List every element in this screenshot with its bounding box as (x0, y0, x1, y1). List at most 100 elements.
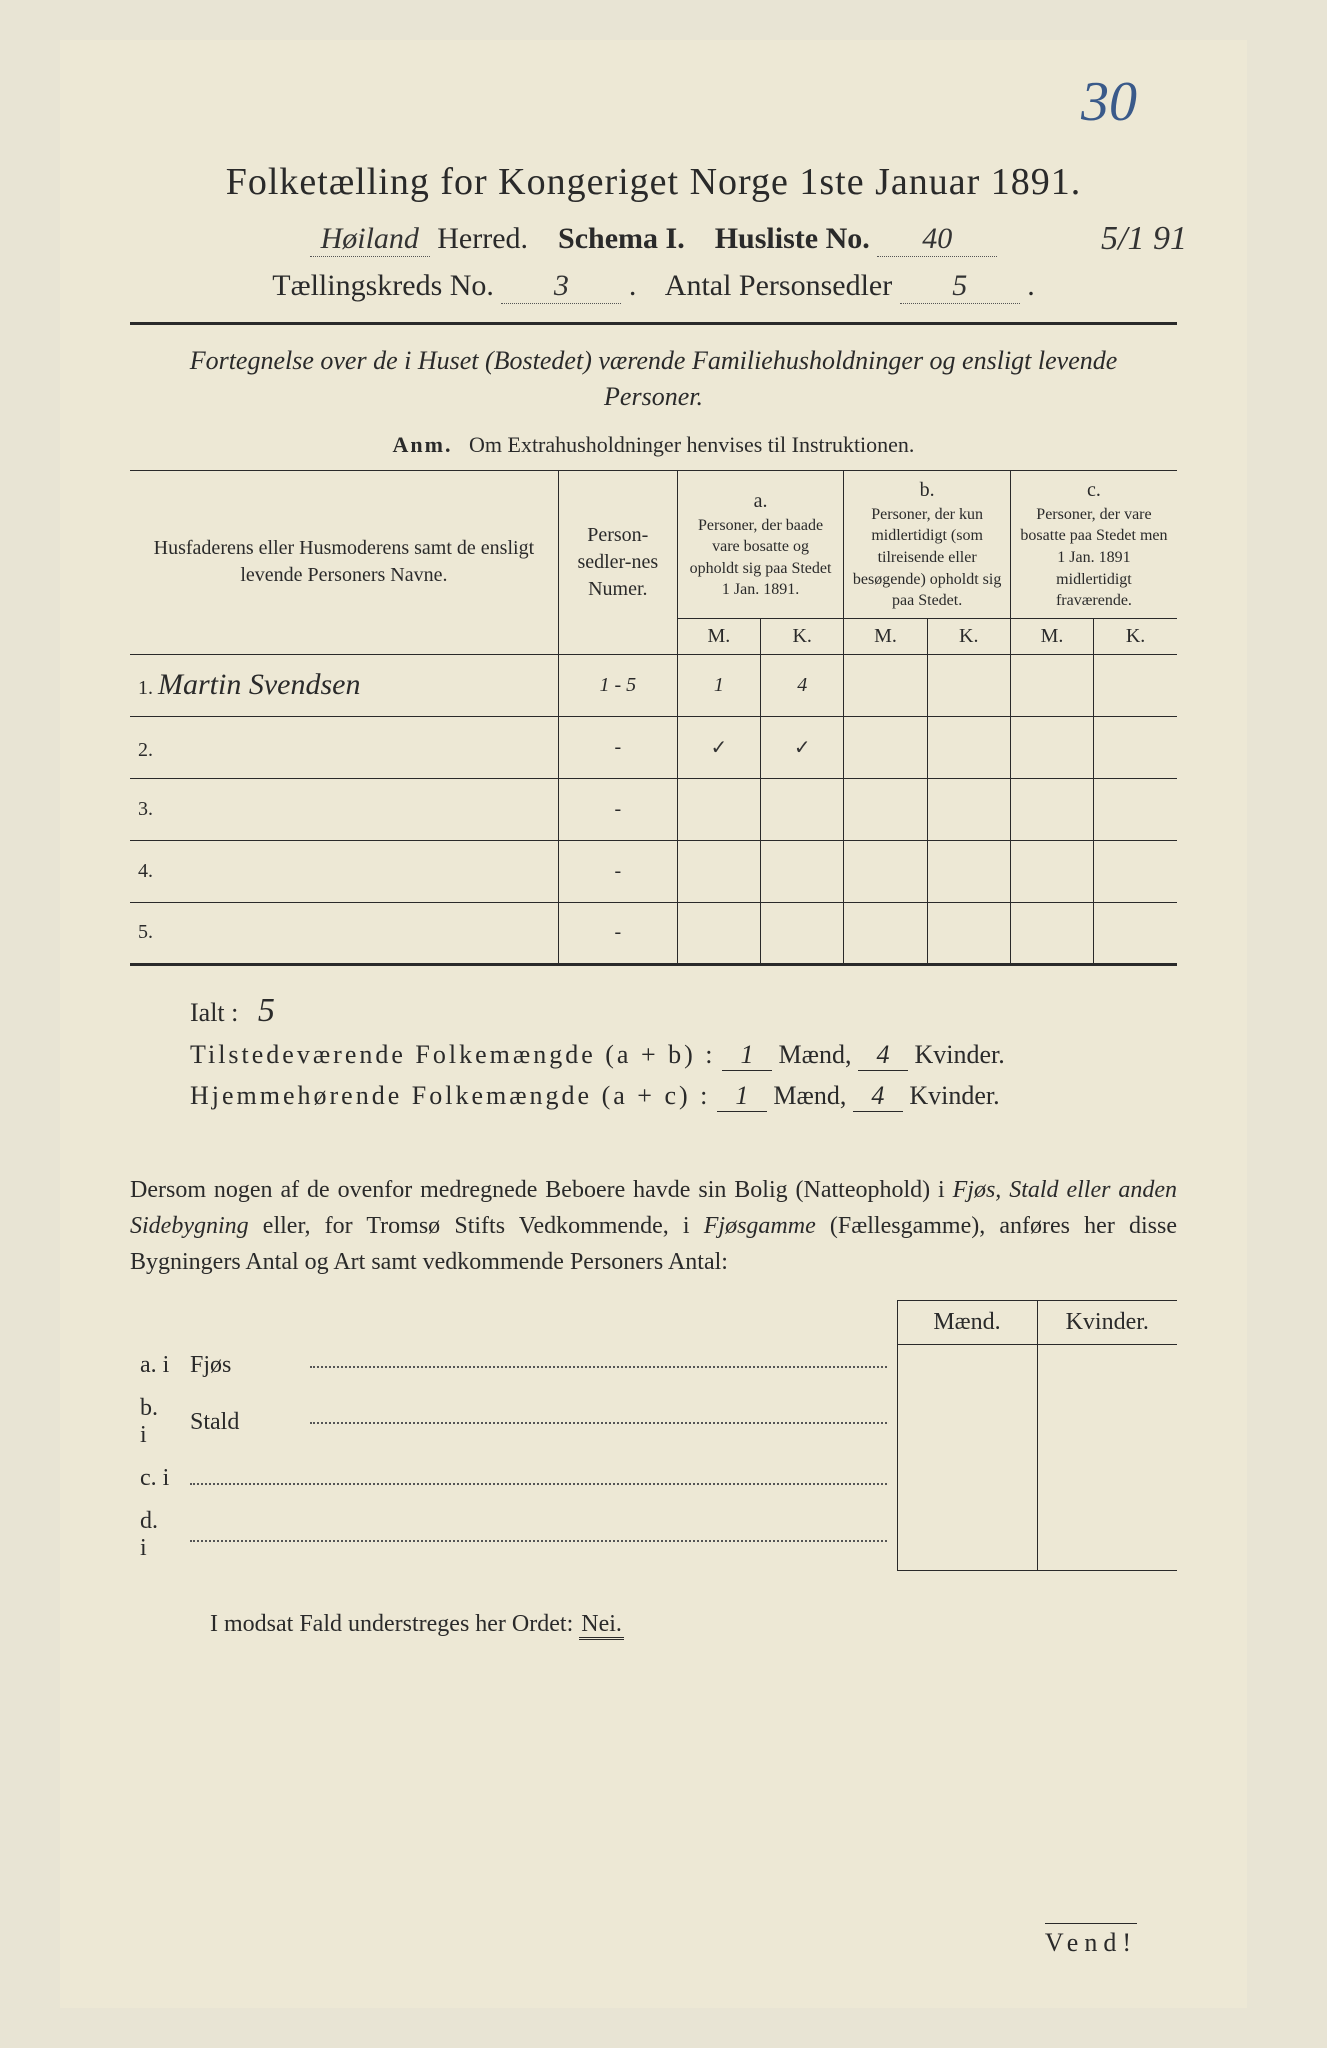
row-num: 3. (138, 798, 153, 820)
anm-line: Anm. Om Extrahusholdninger henvises til … (130, 432, 1177, 458)
bldg-lab: a. i (130, 1344, 180, 1387)
table-row: 5. - (130, 902, 1177, 964)
para-1: Dersom nogen af de ovenfor medregnede Be… (130, 1177, 953, 1203)
building-paragraph: Dersom nogen af de ovenfor medregnede Be… (130, 1172, 1177, 1280)
col-b-m: M. (844, 618, 927, 654)
col-b-text: Personer, der kun midlertidigt (som tilr… (852, 504, 1002, 612)
anm-bold: Anm. (393, 432, 453, 457)
maend-label: Mænd, (773, 1081, 846, 1110)
row-numer: - (558, 902, 677, 964)
row-c-k (1094, 778, 1177, 840)
row-a-k: 4 (761, 654, 844, 716)
row-c-m (1010, 902, 1093, 964)
row-b-m (844, 902, 927, 964)
row-a-m: 1 (677, 654, 760, 716)
bldg-m (897, 1387, 1037, 1457)
col-a-text: Personer, der baade vare bosatte og opho… (686, 515, 836, 601)
antal-label: Antal Personsedler (665, 269, 892, 302)
maend-label: Mænd, (779, 1040, 852, 1069)
row-name: Martin Svendsen (158, 668, 360, 701)
bldg-lab: d. i (130, 1500, 180, 1570)
para-4: Fjøsgamme (704, 1213, 816, 1239)
row-a-m (677, 778, 760, 840)
col-names: Husfaderens eller Husmoderens samt de en… (138, 535, 550, 589)
vend-label: Vend! (1045, 1923, 1137, 1958)
col-c-label: c. (1019, 477, 1169, 504)
ialt-value: 5 (258, 992, 275, 1029)
row-b-k (927, 840, 1010, 902)
col-numer: Person-sedler-nes Numer. (567, 522, 669, 603)
kvinder-label: Kvinder. (914, 1040, 1004, 1069)
row-a-m (677, 902, 760, 964)
row-a-k (761, 778, 844, 840)
table-row: 4. - (130, 840, 1177, 902)
table-row: 1. Martin Svendsen 1 - 5 1 4 (130, 654, 1177, 716)
row-b-k (927, 902, 1010, 964)
row-c-m (1010, 778, 1093, 840)
hjemme-label: Hjemmehørende Folkemængde (a + c) : (190, 1081, 710, 1110)
herred-label: Herred. (437, 222, 528, 255)
row-numer: - (558, 716, 677, 778)
row-c-m (1010, 654, 1093, 716)
bldg-type: Fjøs (180, 1344, 300, 1387)
nei-line: I modsat Fald understreges her Ordet: Ne… (210, 1611, 1177, 1638)
document-page: 30 5/1 91 Folketælling for Kongeriget No… (60, 40, 1247, 2008)
kreds-label: Tællingskreds No. (272, 269, 494, 302)
row-b-m (844, 840, 927, 902)
col-a-m: M. (677, 618, 760, 654)
col-c-text: Personer, der vare bosatte paa Stedet me… (1019, 504, 1169, 612)
bldg-dots (300, 1387, 897, 1457)
row-num: 2. (138, 739, 153, 761)
bldg-maend: Mænd. (897, 1300, 1037, 1344)
hjemme-k: 4 (853, 1081, 903, 1112)
divider (130, 322, 1177, 325)
tilstede-label: Tilstedeværende Folkemængde (a + b) : (190, 1040, 716, 1069)
row-b-k (927, 778, 1010, 840)
bldg-k (1037, 1500, 1177, 1570)
table-header-row: Husfaderens eller Husmoderens samt de en… (130, 470, 1177, 618)
row-c-k (1094, 902, 1177, 964)
row-a-m: ✓ (677, 716, 760, 778)
kvinder-label: Kvinder. (909, 1081, 999, 1110)
row-c-m (1010, 716, 1093, 778)
bldg-row: a. i Fjøs (130, 1344, 1177, 1387)
building-table: Mænd. Kvinder. a. i Fjøs b. i Stald c. i… (130, 1300, 1177, 1571)
row-b-m (844, 716, 927, 778)
bldg-m (897, 1500, 1037, 1570)
row-num: 5. (138, 921, 153, 943)
bldg-m (897, 1344, 1037, 1387)
census-table: Husfaderens eller Husmoderens samt de en… (130, 470, 1177, 966)
col-c-m: M. (1010, 618, 1093, 654)
col-c-k: K. (1094, 618, 1177, 654)
nei-pre: I modsat Fald understreges her Ordet: (210, 1611, 579, 1637)
side-date-annotation: 5/1 91 (1101, 220, 1187, 258)
ialt-label: Ialt : (190, 998, 238, 1027)
header-line-2: Tællingskreds No. 3 . Antal Personsedler… (130, 269, 1177, 304)
col-b-k: K. (927, 618, 1010, 654)
document-title: Folketælling for Kongeriget Norge 1ste J… (130, 160, 1177, 204)
hjemme-m: 1 (717, 1081, 767, 1112)
bldg-k (1037, 1457, 1177, 1500)
kreds-value: 3 (501, 269, 621, 304)
bldg-k (1037, 1344, 1177, 1387)
row-numer: 1 - 5 (558, 654, 677, 716)
subtitle: Fortegnelse over de i Huset (Bostedet) v… (170, 343, 1137, 416)
row-num: 1. (138, 677, 153, 699)
row-c-k (1094, 840, 1177, 902)
col-a-label: a. (686, 488, 836, 515)
bldg-row: d. i (130, 1500, 1177, 1570)
bldg-m (897, 1457, 1037, 1500)
para-3: eller, for Tromsø Stifts Vedkommende, i (249, 1213, 704, 1239)
antal-value: 5 (900, 269, 1020, 304)
table-row: 2. - ✓ ✓ (130, 716, 1177, 778)
tilstede-k: 4 (858, 1040, 908, 1071)
row-a-k (761, 902, 844, 964)
row-c-k (1094, 654, 1177, 716)
bldg-kvinder: Kvinder. (1037, 1300, 1177, 1344)
bldg-row: c. i (130, 1457, 1177, 1500)
col-a-k: K. (761, 618, 844, 654)
page-number-annotation: 30 (1081, 70, 1137, 134)
bldg-type: Stald (180, 1387, 300, 1457)
husliste-label: Husliste No. (715, 222, 870, 255)
anm-text: Om Extrahusholdninger henvises til Instr… (469, 432, 914, 457)
